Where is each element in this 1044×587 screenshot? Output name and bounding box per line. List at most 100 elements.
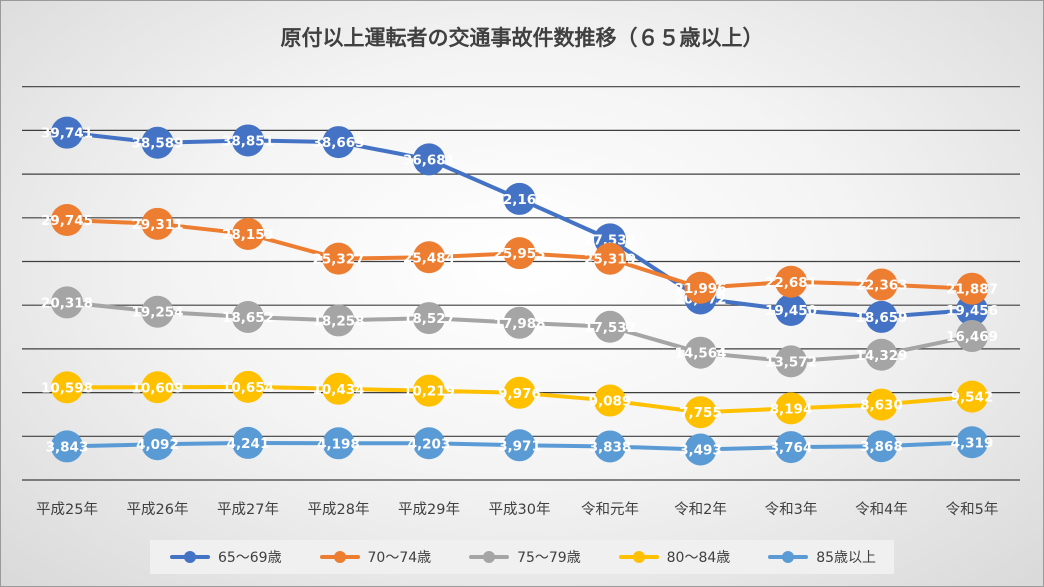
x-tick-label: 令和4年 [855,501,908,518]
data-point [956,380,988,413]
data-point [594,310,626,343]
x-axis: 平成25年 平成26年 平成27年 平成28年 平成29年 平成30年 令和元年 令和2年 令和… [36,501,998,518]
data-label: 10,434 [312,382,364,398]
legend-swatch [318,550,362,564]
data-label: 7,755 [679,405,722,421]
legend-label: 85歳以上 [816,550,877,566]
data-label: 32,160 [493,192,545,208]
x-tick-label: 令和2年 [674,501,727,518]
data-label: 18,652 [222,310,274,326]
data-point [51,116,83,149]
data-label: 27,532 [584,232,636,248]
data-label: 18,659 [855,310,907,326]
data-label: 4,092 [136,437,179,453]
data-point [413,427,445,460]
x-tick-label: 平成28年 [308,501,370,518]
legend-label: 75～79歳 [517,550,581,566]
data-point [684,396,717,429]
data-point [594,242,626,275]
data-label: 38,589 [131,136,183,152]
data-point [503,306,536,339]
data-point [503,429,536,462]
data-point [232,426,264,459]
data-label: 22,363 [855,278,907,294]
data-label: 3,838 [589,439,632,455]
data-point [141,371,174,404]
x-tick-label: 平成25年 [36,501,98,518]
legend-swatch [617,550,661,564]
data-point [413,374,445,407]
data-point [503,237,536,270]
data-point [51,204,83,237]
data-label: 38,851 [222,133,274,149]
data-label: 29,311 [131,217,183,233]
legend-item: 80～84歳 [617,547,731,567]
data-point [141,295,174,328]
data-label: 29,745 [41,213,93,229]
x-tick-label: 令和元年 [581,501,639,518]
data-label: 17,988 [493,316,545,332]
data-label: 19,456 [946,303,998,319]
data-point [232,370,264,403]
data-label: 25,327 [312,252,364,268]
legend: 65～69歳 70～74歳 75～79歳 80～84歳 85歳以上 [150,540,894,574]
data-label: 19,254 [131,305,183,321]
data-point [413,143,445,176]
legend-swatch [766,550,810,564]
data-point [232,300,264,333]
data-label: 8,194 [770,401,813,417]
data-point [775,392,807,425]
grid-lines [22,86,1020,481]
data-point [956,426,988,459]
x-tick-label: 平成26年 [127,501,189,518]
x-tick-label: 令和3年 [765,501,818,518]
legend-swatch [467,550,511,564]
data-point [865,338,898,371]
data-point [594,384,626,417]
chart-title: 原付以上運転者の交通事故件数推移（６５歳以上） [280,26,764,50]
data-point [141,126,174,159]
legend-item: 70～74歳 [318,547,432,567]
data-label: 28,153 [222,227,274,243]
data-point [956,272,988,305]
data-point [141,428,174,461]
legend-label: 65～69歳 [217,550,282,566]
data-label: 9,089 [589,394,632,410]
legend-swatch [168,550,212,564]
data-point [956,320,988,353]
data-point [775,431,807,464]
data-label: 14,564 [674,346,726,362]
data-point [232,217,264,250]
data-label: 3,493 [679,442,722,458]
data-label: 3,764 [770,440,813,456]
data-point [51,286,83,319]
data-point [684,271,717,304]
legend-label: 70～74歳 [367,550,432,566]
data-label: 20,318 [41,295,93,311]
series-layer: 39,741 38,589 38,851 38,665 36,681 32,160 27,5… [41,116,998,466]
data-point [684,336,717,369]
data-label: 14,329 [855,348,907,364]
data-point [865,268,898,301]
data-label: 4,319 [951,435,994,451]
data-label: 21,887 [946,282,998,298]
data-label: 10,598 [41,380,93,396]
data-label: 17,532 [584,320,636,336]
data-label: 9,976 [498,386,541,402]
data-point [413,302,445,335]
data-label: 9,542 [951,390,994,406]
legend-label: 80～84歳 [666,550,731,566]
data-label: 4,241 [227,436,270,452]
data-point [503,182,536,215]
series-1: 39,741 38,589 38,851 38,665 36,681 32,160 27,5… [41,116,998,333]
x-tick-label: 平成30年 [489,501,551,518]
data-point [51,371,83,404]
data-label: 25,484 [403,250,455,266]
data-label: 3,843 [46,439,89,455]
legend-item: 85歳以上 [766,547,876,567]
legend-item: 75～79歳 [467,547,581,567]
data-point [413,241,445,274]
data-label: 19,450 [765,303,817,319]
data-label: 10,609 [131,380,183,396]
